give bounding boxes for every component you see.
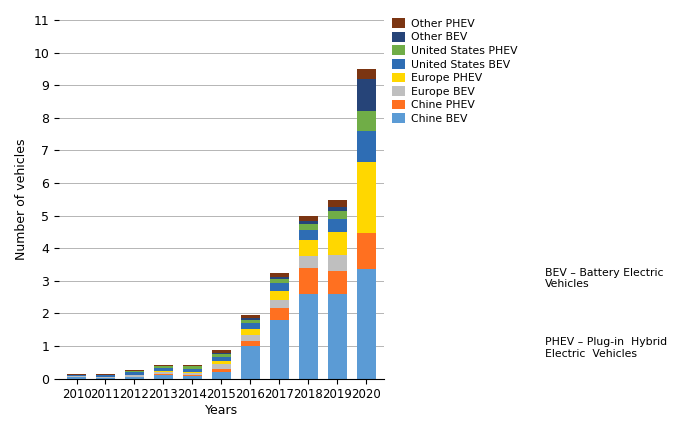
Bar [270,300,288,308]
Bar [67,375,86,376]
Bar [328,294,347,378]
Bar [270,290,288,300]
Bar [270,273,288,277]
Bar [241,323,260,329]
Bar [154,366,173,368]
Bar [212,372,231,378]
Bar [299,268,318,294]
Bar [241,346,260,378]
Bar [154,372,173,374]
Bar [183,373,202,375]
Bar [270,277,288,280]
Bar [270,280,288,283]
Bar [357,233,375,269]
Bar [270,320,288,378]
Bar [96,375,115,377]
Bar [328,219,347,232]
Bar [183,366,202,369]
Bar [96,377,115,378]
Bar [212,357,231,361]
Bar [183,376,202,378]
Bar [328,200,347,207]
Bar [299,294,318,378]
Bar [328,232,347,254]
Bar [299,256,318,268]
Bar [154,374,173,375]
Bar [67,374,86,375]
Bar [299,230,318,240]
Bar [183,365,202,366]
Bar [357,131,375,162]
Bar [125,371,144,372]
Bar [299,240,318,256]
Bar [241,320,260,323]
Text: BEV – Battery Electric
Vehicles: BEV – Battery Electric Vehicles [545,268,663,289]
Bar [125,372,144,375]
Bar [67,376,86,377]
Bar [357,269,375,378]
Bar [212,354,231,357]
Text: PHEV – Plug-in  Hybrid
Electric  Vehicles: PHEV – Plug-in Hybrid Electric Vehicles [545,337,667,359]
Bar [125,370,144,371]
Bar [154,368,173,372]
Bar [357,79,375,111]
Bar [328,271,347,294]
Bar [299,224,318,230]
Bar [270,283,288,290]
Bar [96,374,115,375]
Bar [328,211,347,219]
Bar [241,341,260,346]
Bar [357,162,375,233]
Bar [183,372,202,373]
Bar [212,350,231,353]
Bar [299,216,318,221]
Legend: Other PHEV, Other BEV, United States PHEV, United States BEV, Europe PHEV, Europ: Other PHEV, Other BEV, United States PHE… [393,18,517,124]
Bar [154,365,173,366]
Bar [212,369,231,372]
Bar [299,221,318,224]
Bar [270,308,288,320]
X-axis label: Years: Years [205,404,238,417]
Bar [328,207,347,211]
Y-axis label: Number of vehicles: Number of vehicles [15,139,28,260]
Bar [241,318,260,320]
Bar [212,361,231,365]
Bar [328,254,347,271]
Bar [154,375,173,378]
Bar [241,315,260,318]
Bar [241,334,260,341]
Bar [67,377,86,378]
Bar [125,377,144,378]
Bar [212,365,231,369]
Bar [125,375,144,377]
Bar [183,369,202,372]
Bar [241,329,260,334]
Bar [357,111,375,131]
Bar [183,375,202,376]
Bar [212,353,231,354]
Bar [357,69,375,79]
